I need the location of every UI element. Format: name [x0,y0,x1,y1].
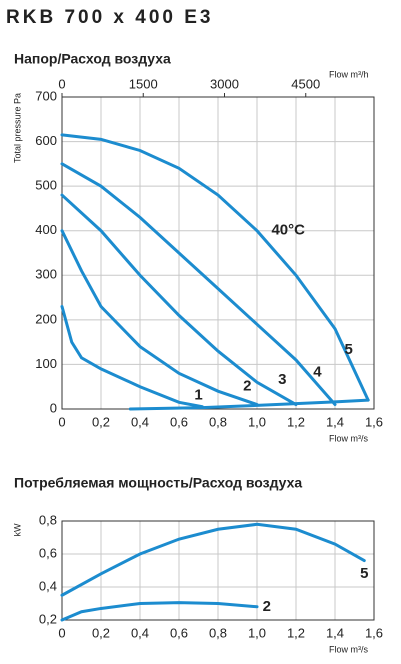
curve [60,229,259,407]
curve [60,522,366,597]
x2-tick-label: 1500 [129,76,158,91]
chart-title: Напор/Расход воздуха [14,51,171,67]
annotation: 40°C [271,222,305,239]
y-tick-label: 700 [35,88,57,103]
x-tick-label: 0 [58,625,65,640]
curve [60,162,337,407]
y-tick-label: 0,8 [39,512,57,527]
curve [60,601,259,622]
y-tick-label: 500 [35,178,57,193]
x-tick-label: 0,4 [131,625,149,640]
y-tick-label: 0,2 [39,611,57,626]
curve-label: 4 [313,363,322,380]
curve-label: 5 [360,565,368,582]
x-tick-label: 0 [58,414,65,429]
curve-label: 2 [243,378,251,395]
x-tick-label: 1,4 [326,414,344,429]
x-tick-label: 0,4 [131,414,149,429]
y-tick-label: 200 [35,311,57,326]
y-axis-label: Total pressure Pa [12,93,22,163]
x2-tick-label: 0 [58,76,65,91]
x2-axis-label: Flow m³/h [329,69,369,79]
x-tick-label: 1,4 [326,625,344,640]
y-tick-label: 400 [35,222,57,237]
x-tick-label: 0,8 [209,414,227,429]
x-tick-label: 1,0 [248,625,266,640]
page-title: RKB 700 x 400 E3 [6,7,214,28]
x-tick-label: 0,2 [92,414,110,429]
y-tick-label: 300 [35,267,57,282]
x-tick-label: 0,6 [170,414,188,429]
x-tick-label: 0,2 [92,625,110,640]
plot-frame [61,96,375,410]
x2-tick-label: 3000 [210,76,239,91]
y-tick-label: 0 [50,400,57,415]
chart-title: Потребляемая мощность/Расход воздуха [14,475,302,491]
curve [128,398,370,411]
curve [60,193,298,407]
y-tick-label: 0,6 [39,545,57,560]
curve-label: 5 [344,341,352,358]
y-tick-label: 100 [35,356,57,371]
y-axis-label: kW [12,523,22,537]
x-tick-label: 1,6 [365,414,383,429]
x-axis-label: Flow m³/s [329,644,368,654]
x2-tick-label: 4500 [291,76,320,91]
y-tick-label: 600 [35,133,57,148]
x-tick-label: 0,6 [170,625,188,640]
curve-label: 1 [194,387,202,404]
x-tick-label: 1,2 [287,625,305,640]
x-tick-label: 0,8 [209,625,227,640]
curve [60,304,204,409]
x-axis-label: Flow m³/s [329,433,368,443]
x-tick-label: 1,2 [287,414,305,429]
y-tick-label: 0,4 [39,578,57,593]
curve-label: 3 [278,371,286,388]
plot-frame [61,520,375,621]
curve [60,133,370,402]
curve-label: 2 [263,598,271,615]
x-tick-label: 1,0 [248,414,266,429]
x-tick-label: 1,6 [365,625,383,640]
